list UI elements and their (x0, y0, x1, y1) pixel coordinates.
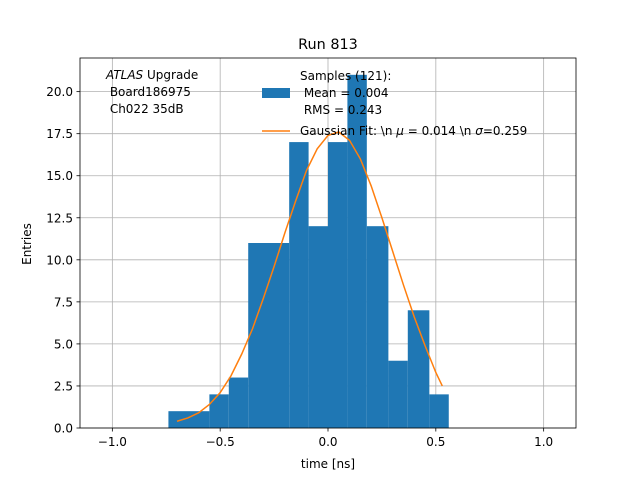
legend-swatch-samples (262, 88, 290, 98)
histogram-bar (248, 243, 290, 428)
legend-fit-prefix: Gaussian Fit: \n (300, 124, 396, 138)
histogram-bar (407, 310, 430, 428)
y-tick-label: 20.0 (46, 85, 73, 99)
legend-samples-line-2: Mean = 0.004 (300, 86, 389, 100)
y-tick-label: 17.5 (46, 127, 73, 141)
y-tick-label: 7.5 (54, 295, 73, 309)
legend-fit-sigma: σ (475, 124, 483, 138)
y-axis-label: Entries (20, 223, 34, 265)
x-tick-label: −1.0 (98, 435, 127, 449)
annotation-line-2: Board186975 (106, 85, 191, 99)
y-tick-label: 5.0 (54, 337, 73, 351)
legend-fit-mid: = 0.014 \n (404, 124, 475, 138)
x-tick-label: 1.0 (534, 435, 553, 449)
x-tick-label: 0.0 (318, 435, 337, 449)
annotation-line-1-rest: Upgrade (143, 68, 198, 82)
annotation-italic-word: ATLAS (105, 68, 144, 82)
gaussian-fit-line (176, 131, 443, 422)
x-tick-label: −0.5 (206, 435, 235, 449)
histogram-bar (366, 226, 389, 428)
histogram-bar (228, 377, 249, 428)
chart-title: Run 813 (298, 37, 358, 53)
histogram-bar (289, 142, 309, 428)
y-tick-label: 10.0 (46, 253, 73, 267)
histogram-bars (168, 74, 449, 429)
histogram-bar (388, 360, 408, 428)
atlas-annotation: ATLAS Upgrade Board186975 Ch022 35dB (105, 68, 198, 116)
histogram-bar (168, 411, 210, 428)
histogram-bar (429, 394, 449, 428)
annotation-line-3: Ch022 35dB (106, 102, 184, 116)
y-axis-ticks: 0.0 2.5 5.0 7.5 10.0 12.5 15.0 17.5 20.0 (46, 85, 80, 436)
legend-samples-line-1: Samples (121): (300, 69, 391, 83)
x-axis-label: time [ns] (301, 457, 355, 471)
fit-curve-group (176, 131, 443, 422)
histogram-bar (308, 226, 328, 428)
legend-fit-label: Gaussian Fit: \n μ = 0.014 \n σ=0.259 (300, 124, 527, 138)
legend-fit-mu: μ (395, 124, 404, 138)
legend-samples-line-3: RMS = 0.243 (300, 103, 382, 117)
histogram-bar (209, 394, 229, 428)
legend: Samples (121): Mean = 0.004 RMS = 0.243 … (262, 69, 527, 138)
annotation-line-1: ATLAS Upgrade (105, 68, 198, 82)
y-tick-label: 12.5 (46, 211, 73, 225)
y-tick-label: 0.0 (54, 422, 73, 436)
legend-fit-suffix: =0.259 (483, 124, 527, 138)
y-tick-label: 15.0 (46, 169, 73, 183)
x-axis-ticks: −1.0 −0.5 0.0 0.5 1.0 (98, 428, 553, 449)
y-tick-label: 2.5 (54, 379, 73, 393)
x-tick-label: 0.5 (426, 435, 445, 449)
histogram-bar (328, 142, 348, 428)
